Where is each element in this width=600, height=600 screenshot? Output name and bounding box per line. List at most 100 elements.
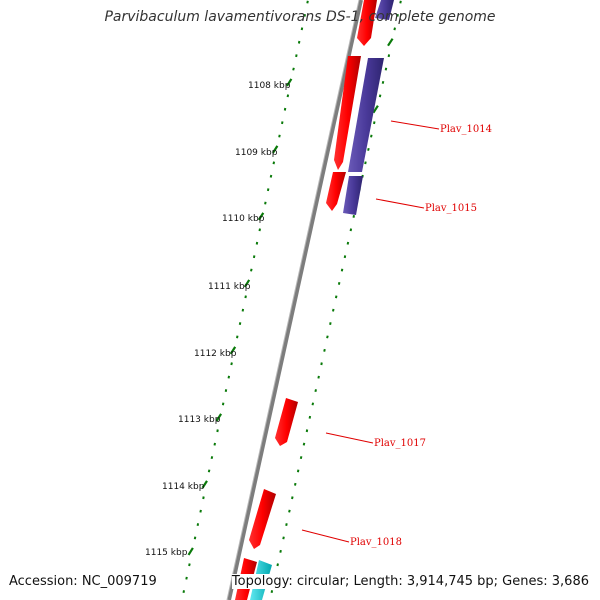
gene-forward-1[interactable] (334, 56, 361, 170)
minor-tick (302, 442, 306, 446)
accession-text: Accession: NC_009719 (9, 574, 157, 589)
minor-tick (281, 121, 284, 125)
minor-tick (210, 456, 214, 460)
minor-tick (269, 174, 273, 178)
major-tick (215, 413, 223, 422)
kbp-label: 1108 kbp (248, 81, 291, 91)
minor-tick (314, 389, 317, 393)
minor-tick (202, 496, 205, 500)
minor-tick (288, 509, 291, 513)
minor-tick (221, 402, 225, 406)
gene-forward-4[interactable] (249, 489, 276, 549)
minor-tick (283, 107, 287, 111)
minor-tick (317, 375, 320, 379)
genome-backbone (227, 0, 363, 600)
minor-tick (185, 576, 188, 580)
minor-tick (193, 536, 197, 540)
minor-tick (323, 348, 326, 352)
minor-tick (393, 27, 396, 31)
kbp-label: 1111 kbp (208, 282, 251, 292)
minor-tick (238, 322, 242, 325)
leader-line (325, 432, 374, 444)
minor-tick (270, 590, 274, 593)
minor-tick (252, 255, 256, 259)
minor-tick (305, 429, 309, 433)
minor-tick (207, 469, 211, 473)
minor-tick (346, 241, 350, 245)
kbp-label: 1115 kbp (145, 548, 188, 558)
kbp-label: 1109 kbp (235, 148, 278, 158)
major-tick (271, 145, 279, 154)
minor-tick (297, 40, 301, 44)
minor-tick (199, 509, 202, 513)
minor-tick (396, 13, 399, 17)
major-tick (257, 212, 265, 221)
major-tick (372, 105, 379, 114)
minor-tick (182, 590, 185, 593)
minor-tick (381, 80, 385, 84)
minor-tick (292, 67, 295, 71)
minor-tick (295, 54, 298, 58)
minor-tick (399, 0, 402, 4)
minor-tick (276, 563, 279, 567)
kbp-label: 1113 kbp (178, 415, 221, 425)
outer-tick-track (270, 0, 402, 593)
kbp-label: 1112 kbp (194, 349, 237, 359)
minor-tick (308, 415, 312, 419)
minor-tick (196, 523, 200, 526)
genome-backbone-highlight (226, 0, 360, 600)
major-tick (387, 38, 394, 47)
minor-tick (370, 134, 373, 138)
gene-forward-3[interactable] (275, 398, 298, 446)
kbp-label: 1110 kbp (222, 214, 265, 224)
minor-tick (266, 188, 270, 192)
minor-tick (320, 362, 323, 366)
minor-tick (352, 215, 355, 218)
minor-tick (299, 456, 303, 460)
minor-tick (216, 429, 219, 433)
minor-tick (300, 27, 304, 31)
minor-tick (230, 362, 233, 366)
gene-forward-2[interactable] (326, 172, 346, 211)
minor-tick (306, 0, 309, 4)
minor-tick (378, 94, 382, 98)
gene-label-plav-1014[interactable]: Plav_1014 (440, 124, 492, 135)
minor-tick (286, 94, 290, 98)
minor-tick (264, 201, 267, 205)
minor-tick (343, 255, 347, 259)
minor-tick (213, 442, 216, 446)
minor-tick (337, 282, 341, 285)
minor-tick (349, 228, 353, 232)
gene-label-plav-1017[interactable]: Plav_1017 (374, 438, 426, 449)
minor-tick (294, 482, 297, 486)
minor-tick (278, 134, 281, 138)
minor-tick (326, 335, 329, 339)
minor-tick (255, 241, 259, 245)
minor-tick (241, 308, 245, 312)
minor-tick (279, 549, 282, 553)
gene-label-leaders (301, 120, 440, 543)
topology-text: Topology: circular; Length: 3,914,745 bp… (231, 574, 589, 589)
kbp-tick-track (182, 0, 309, 593)
gene-label-plav-1018[interactable]: Plav_1018 (350, 537, 402, 548)
gene-reverse-top[interactable] (375, 0, 394, 20)
gene-label-plav-1015[interactable]: Plav_1015 (425, 203, 477, 214)
major-tick (286, 78, 293, 87)
minor-tick (364, 161, 367, 165)
minor-tick (291, 496, 294, 500)
gene-forward-top[interactable] (357, 0, 377, 46)
genome-title: Parvibaculum lavamentivorans DS-1, compl… (104, 9, 496, 25)
major-tick (229, 346, 237, 355)
minor-tick (329, 322, 332, 325)
minor-tick (384, 67, 388, 71)
minor-tick (236, 335, 239, 339)
minor-tick (188, 563, 191, 567)
minor-tick (272, 161, 276, 165)
minor-tick (332, 308, 335, 312)
minor-tick (340, 268, 344, 272)
gene-plav-1014[interactable] (348, 58, 384, 172)
gene-plav-1015[interactable] (343, 176, 363, 215)
minor-tick (227, 375, 231, 379)
leader-line (375, 198, 425, 209)
